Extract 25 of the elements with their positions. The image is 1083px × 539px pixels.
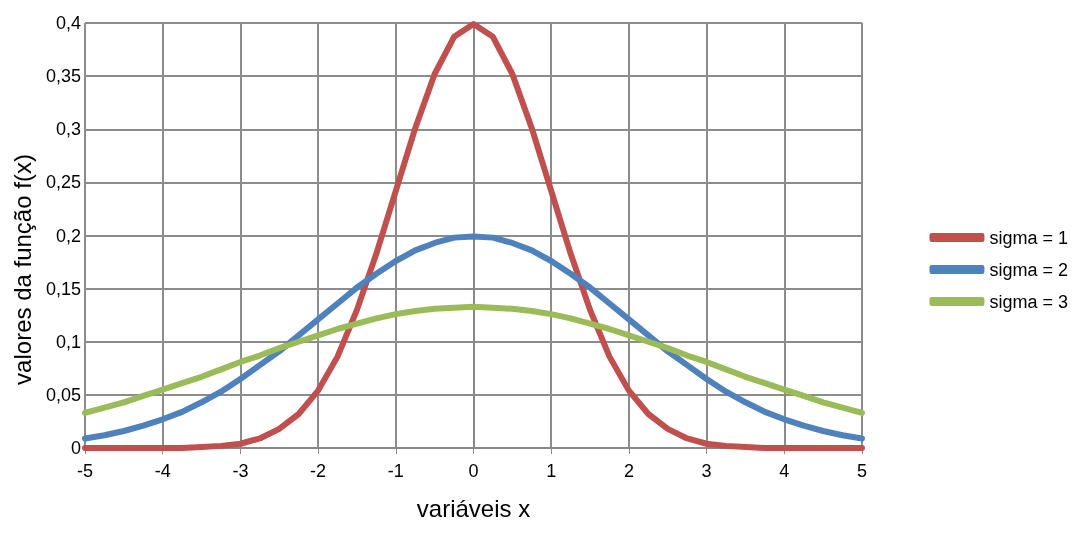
y-axis-title: valores da função f(x)	[8, 154, 36, 385]
y-tick-label: 0,15	[45, 278, 81, 299]
x-tick-label: 1	[546, 461, 557, 481]
x-tick-label: 4	[779, 461, 790, 481]
x-tick-label: -3	[232, 461, 249, 481]
x-axis-title: variáveis x	[416, 494, 531, 522]
legend-label: sigma = 1	[989, 227, 1069, 248]
legend-label: sigma = 3	[989, 291, 1069, 312]
x-tick-label: 5	[856, 461, 868, 481]
y-tick-label: 0,05	[45, 384, 81, 405]
y-tick-label: 0,4	[55, 13, 81, 33]
x-tick-label: 2	[623, 461, 634, 481]
y-tick-label: 0,35	[45, 66, 81, 87]
x-tick-label: -2	[310, 461, 327, 481]
x-tick-label: -4	[154, 461, 171, 481]
y-tick-label: 0	[70, 438, 81, 458]
y-tick-label: 0,2	[55, 225, 81, 246]
x-tick-label: -1	[387, 461, 404, 481]
legend-label: sigma = 2	[989, 259, 1069, 280]
y-tick-label: 0,1	[55, 331, 81, 352]
x-tick-label: -5	[76, 461, 94, 481]
x-tick-label: 0	[468, 461, 479, 481]
x-tick-label: 3	[701, 461, 712, 481]
y-tick-label: 0,3	[55, 119, 81, 140]
y-tick-label: 0,25	[45, 172, 81, 193]
